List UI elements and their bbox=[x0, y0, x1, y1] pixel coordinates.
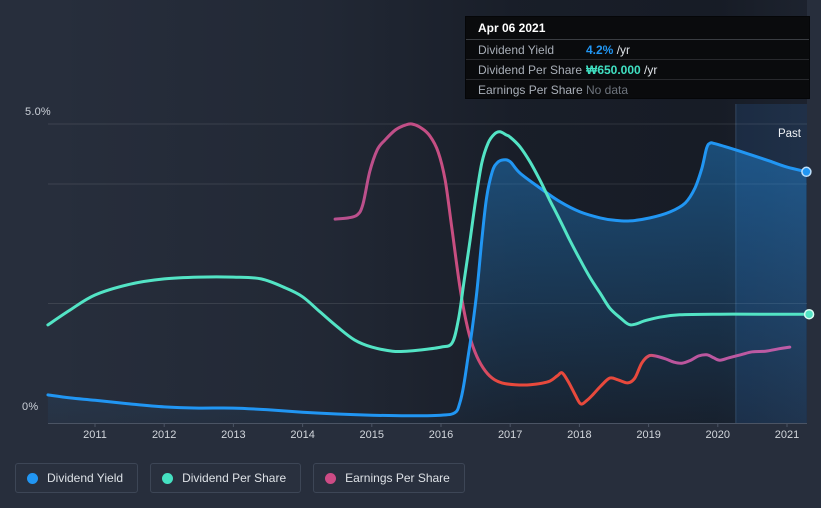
legend-label: Dividend Yield bbox=[47, 471, 124, 485]
chart-tooltip: Apr 06 2021 Dividend Yield 4.2% /yr Divi… bbox=[465, 16, 810, 99]
past-region-label: Past bbox=[777, 128, 801, 140]
dividend-yield-area bbox=[47, 142, 807, 424]
x-axis-label-2019: 2019 bbox=[636, 429, 661, 441]
earnings-per-share-line bbox=[333, 122, 792, 406]
x-axis-labels: 2011 2012 2013 2014 2015 2016 2017 2018 2019 2020… bbox=[0, 429, 821, 445]
legend-item-dividend-per-share[interactable]: Dividend Per Share bbox=[150, 463, 302, 493]
x-axis-label-2017: 2017 bbox=[497, 429, 523, 441]
tooltip-label: Earnings Per Share bbox=[478, 82, 583, 97]
tooltip-row-dividend-yield: Dividend Yield 4.2% /yr bbox=[466, 40, 809, 60]
x-axis-label-2016: 2016 bbox=[428, 429, 454, 441]
tooltip-row-earnings-per-share: Earnings Per Share No data bbox=[466, 80, 809, 99]
tooltip-row-dividend-per-share: Dividend Per Share ₩650.000 /yr bbox=[466, 60, 809, 80]
x-axis-label-2014: 2014 bbox=[290, 429, 315, 441]
tooltip-date: Apr 06 2021 bbox=[466, 17, 809, 40]
x-axis-label-2020: 2020 bbox=[705, 429, 731, 441]
legend-dot-icon bbox=[325, 472, 337, 484]
y-axis-label-top: 5.0% bbox=[25, 106, 51, 118]
tooltip-value-suffix: /yr bbox=[640, 62, 658, 77]
tooltip-label: Dividend Yield bbox=[478, 42, 555, 57]
legend-dot-icon bbox=[27, 472, 38, 484]
legend-item-earnings-per-share[interactable]: Earnings Per Share bbox=[313, 463, 465, 493]
legend-label: Earnings Per Share bbox=[345, 471, 450, 485]
legend-dot-icon bbox=[162, 472, 174, 484]
y-axis-label-bottom: 0% bbox=[22, 401, 39, 413]
legend-item-dividend-yield[interactable]: Dividend Yield bbox=[15, 463, 139, 493]
dividend-per-share-line bbox=[46, 130, 811, 354]
x-axis-label-2012: 2012 bbox=[151, 429, 177, 441]
tooltip-label: Dividend Per Share bbox=[478, 62, 583, 77]
x-axis-label-2015: 2015 bbox=[359, 429, 385, 441]
tooltip-value-dividend-per-share: ₩650.000 bbox=[586, 62, 641, 77]
chart-legend: Dividend Yield Dividend Per Share Earnings… bbox=[15, 463, 465, 493]
dividend-yield-end-marker bbox=[801, 166, 812, 178]
x-axis-label-2011: 2011 bbox=[83, 429, 107, 441]
tooltip-value-suffix: /yr bbox=[613, 42, 631, 57]
x-axis-label-2013: 2013 bbox=[221, 429, 246, 441]
tooltip-value-earnings-per-share: No data bbox=[586, 82, 629, 97]
dividend-per-share-end-marker bbox=[803, 308, 815, 320]
legend-label: Dividend Per Share bbox=[182, 471, 287, 485]
x-axis-label-2021: 2021 bbox=[774, 429, 800, 441]
dividend-yield-line bbox=[46, 141, 808, 418]
x-axis-label-2018: 2018 bbox=[567, 429, 592, 441]
tooltip-value-dividend-yield: 4.2% bbox=[586, 42, 614, 57]
